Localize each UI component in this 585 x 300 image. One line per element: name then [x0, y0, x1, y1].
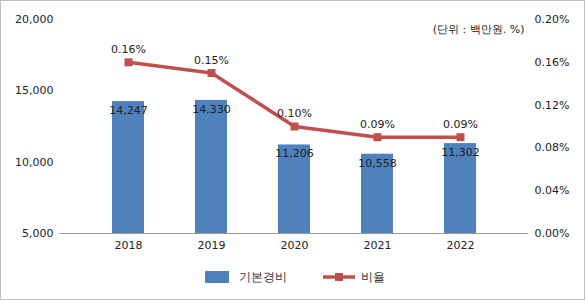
svg-text:0.20%: 0.20%	[535, 13, 570, 26]
svg-text:11,302: 11,302	[441, 146, 480, 159]
svg-text:(단위 : 백만원. %): (단위 : 백만원. %)	[433, 23, 525, 36]
svg-text:14,247: 14,247	[109, 104, 148, 117]
svg-text:5,000: 5,000	[22, 227, 54, 240]
html-text:비율: 비율	[360, 269, 385, 284]
svg-text:2019: 2019	[198, 239, 226, 252]
svg-text:0.08%: 0.08%	[535, 141, 570, 154]
svg-text:10,558: 10,558	[358, 157, 397, 170]
svg-text:14,330: 14,330	[192, 103, 231, 116]
svg-text:0.09%: 0.09%	[360, 118, 395, 131]
svg-text:0.15%: 0.15%	[194, 54, 229, 67]
svg-text:11,206: 11,206	[275, 147, 314, 160]
svg-text:2020: 2020	[281, 239, 309, 252]
svg-text:0.16%: 0.16%	[111, 43, 146, 56]
svg-text:0.09%: 0.09%	[443, 118, 478, 131]
svg-text:2021: 2021	[364, 239, 392, 252]
svg-text:0.00%: 0.00%	[535, 227, 570, 240]
svg-text:0.12%: 0.12%	[535, 99, 570, 112]
svg-text:0.10%: 0.10%	[277, 107, 312, 120]
svg-text:20,000: 20,000	[15, 13, 54, 26]
svg-text:15,000: 15,000	[15, 84, 54, 97]
svg-text:2022: 2022	[447, 239, 475, 252]
svg-text:0.04%: 0.04%	[535, 184, 570, 197]
svg-text:0.16%: 0.16%	[535, 56, 570, 69]
html-text:기본경비: 기본경비	[238, 269, 287, 284]
svg-text:2018: 2018	[115, 239, 143, 252]
svg-text:10,000: 10,000	[15, 156, 54, 169]
